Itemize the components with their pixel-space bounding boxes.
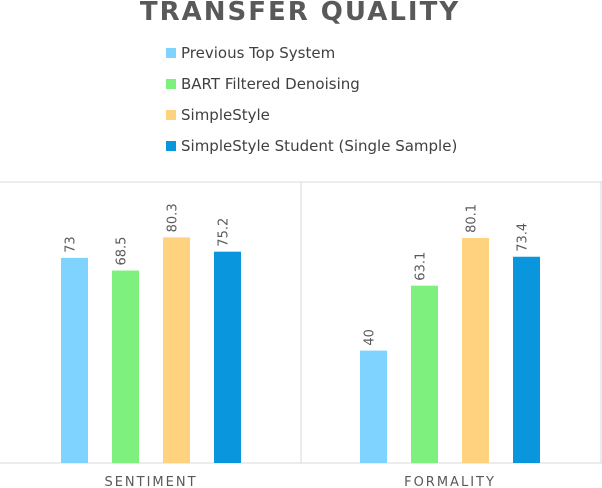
legend-label-simplestyle: SimpleStyle	[181, 106, 270, 124]
bar-formality-previous-top-system	[360, 350, 387, 463]
data-label-sentiment-previous-top-system: 73	[64, 236, 79, 253]
bar-sentiment-simplestyle-student-single-sample	[214, 251, 241, 463]
bar-formality-simplestyle-student-single-sample	[513, 256, 540, 463]
legend-swatch-bart-filtered-denoising	[166, 79, 176, 89]
legend-swatch-simplestyle-student-single-sample	[166, 141, 176, 151]
legend-label-bart-filtered-denoising: BART Filtered Denoising	[181, 75, 360, 93]
bar-sentiment-bart-filtered-denoising	[112, 270, 139, 463]
data-label-sentiment-bart-filtered-denoising: 68.5	[115, 237, 130, 266]
data-label-formality-simplestyle: 80.1	[465, 204, 480, 233]
bar-sentiment-previous-top-system	[61, 257, 88, 463]
legend: Previous Top System BART Filtered Denoisi…	[166, 44, 457, 155]
chart-title: TRANSFER QUALITY	[140, 0, 460, 27]
bar-sentiment-simplestyle	[163, 237, 190, 463]
bar-formality-bart-filtered-denoising	[411, 285, 438, 463]
legend-swatch-previous-top-system	[166, 48, 176, 58]
bar-formality-simplestyle	[462, 237, 489, 463]
plot-area: 73 68.5 80.3 75.2 SENTIMENT 40 63.1 80.1 73.4 FOR…	[0, 181, 602, 488]
category-label-sentiment: SENTIMENT	[104, 475, 197, 488]
legend-swatch-simplestyle	[166, 110, 176, 120]
data-label-sentiment-simplestyle: 80.3	[166, 203, 181, 232]
data-label-formality-bart-filtered-denoising: 63.1	[414, 252, 429, 281]
data-label-formality-simplestyle-student-single-sample: 73.4	[516, 223, 531, 252]
data-label-formality-previous-top-system: 40	[363, 329, 378, 346]
data-label-sentiment-simplestyle-student-single-sample: 75.2	[217, 218, 232, 247]
legend-label-previous-top-system: Previous Top System	[181, 44, 335, 62]
legend-label-simplestyle-student-single-sample: SimpleStyle Student (Single Sample)	[181, 137, 457, 155]
category-label-formality: FORMALITY	[404, 475, 496, 488]
